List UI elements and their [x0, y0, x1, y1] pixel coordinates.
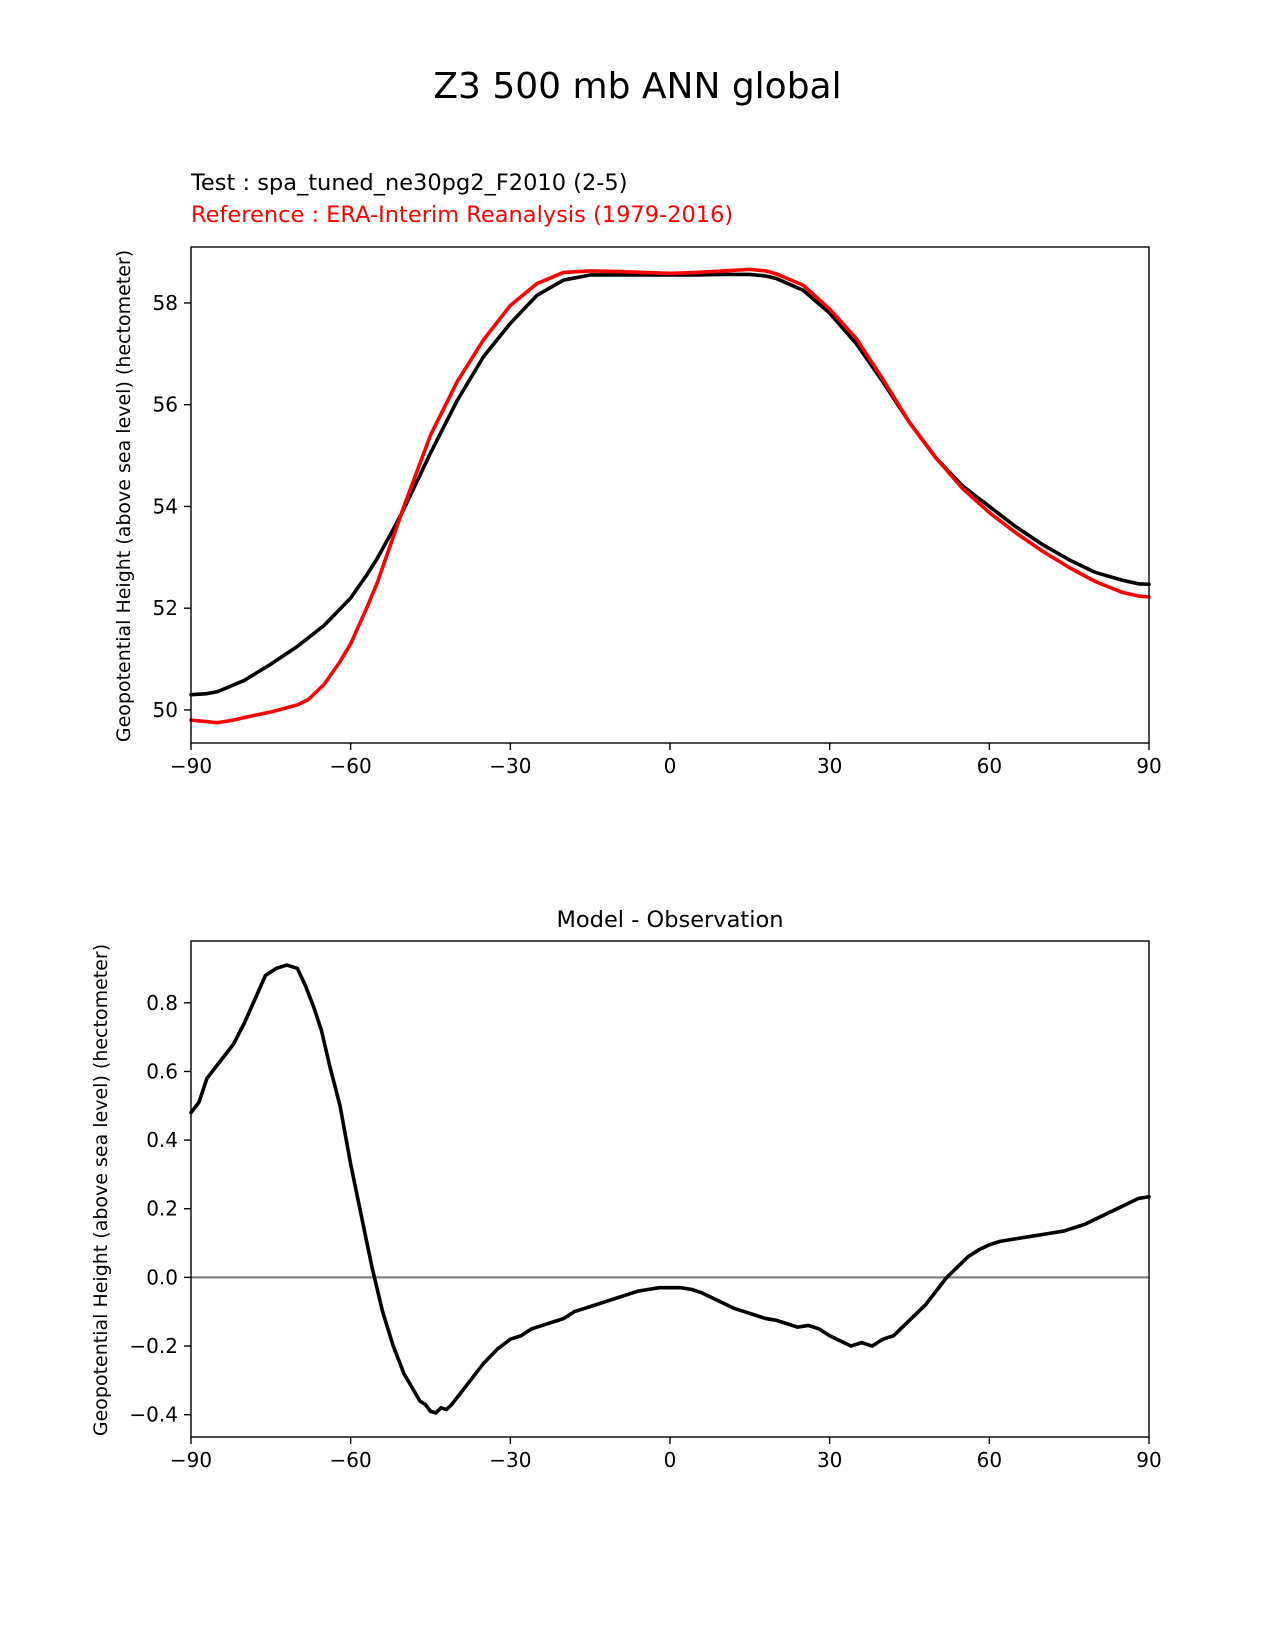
bottom-panel-ylabel: Geopotential Height (above sea level) (h… — [90, 944, 112, 1436]
bottom-panel-y-tick-label: 0.6 — [146, 1059, 178, 1083]
top-panel-y-tick-label: 54 — [153, 494, 178, 518]
bottom-panel-y-tick-label: 0.0 — [146, 1265, 178, 1289]
top-panel-x-tick-label: 30 — [817, 754, 842, 778]
top-panel-y-ticks: 50 52 54 56 58 — [153, 291, 191, 722]
top-panel-y-tick-label: 56 — [153, 393, 178, 417]
top-panel-x-tick-label: −30 — [489, 754, 531, 778]
bottom-panel-title: Model - Observation — [557, 907, 784, 933]
bottom-panel-y-ticks: −0.4 −0.2 0.0 0.2 0.4 0.6 0.8 — [129, 991, 191, 1427]
top-panel-test-title: Test : spa_tuned_ne30pg2_F2010 (2-5) — [190, 170, 627, 196]
bottom-panel-x-tick-label: −30 — [489, 1448, 531, 1472]
top-panel-ylabel: Geopotential Height (above sea level) (h… — [113, 250, 135, 742]
bottom-panel-x-tick-label: 0 — [664, 1448, 677, 1472]
top-panel-reference-line — [189, 267, 1151, 725]
bottom-panel-x-tick-label: −60 — [330, 1448, 372, 1472]
bottom-panel-x-tick-label: 30 — [817, 1448, 842, 1472]
figure-suptitle: Z3 500 mb ANN global — [433, 66, 841, 107]
bottom-panel-x-tick-label: −90 — [170, 1448, 212, 1472]
bottom-panel-difference-line — [189, 963, 1151, 1415]
top-panel-x-tick-label: −90 — [170, 754, 212, 778]
top-panel-x-tick-label: 90 — [1136, 754, 1161, 778]
bottom-panel-x-tick-label: 90 — [1136, 1448, 1161, 1472]
bottom-panel-axes-frame — [190, 940, 1150, 1438]
top-panel-y-tick-label: 58 — [153, 291, 178, 315]
bottom-panel-series — [189, 963, 1151, 1415]
top-panel: Test : spa_tuned_ne30pg2_F2010 (2-5) Ref… — [113, 170, 1162, 778]
bottom-panel-x-tick-label: 60 — [977, 1448, 1002, 1472]
top-panel-axes-frame — [190, 246, 1150, 744]
top-panel-series — [189, 267, 1151, 725]
top-panel-y-tick-label: 50 — [153, 698, 178, 722]
top-panel-x-tick-label: 60 — [977, 754, 1002, 778]
bottom-panel-y-tick-label: −0.2 — [129, 1334, 178, 1358]
bottom-panel-y-tick-label: 0.4 — [146, 1128, 178, 1152]
top-panel-test-line — [189, 272, 1151, 697]
bottom-panel: Model - Observation Geopotential Height … — [90, 907, 1162, 1472]
bottom-panel-x-ticks: −90 −60 −30 0 30 60 90 — [170, 1437, 1162, 1472]
top-panel-x-ticks: −90 −60 −30 0 30 60 90 — [170, 743, 1162, 778]
top-panel-y-tick-label: 52 — [153, 596, 178, 620]
bottom-panel-y-tick-label: 0.8 — [146, 991, 178, 1015]
bottom-panel-y-tick-label: 0.2 — [146, 1197, 178, 1221]
top-panel-reference-title: Reference : ERA-Interim Reanalysis (1979… — [191, 202, 733, 228]
bottom-panel-y-tick-label: −0.4 — [129, 1403, 178, 1427]
top-panel-x-tick-label: −60 — [330, 754, 372, 778]
top-panel-x-tick-label: 0 — [664, 754, 677, 778]
